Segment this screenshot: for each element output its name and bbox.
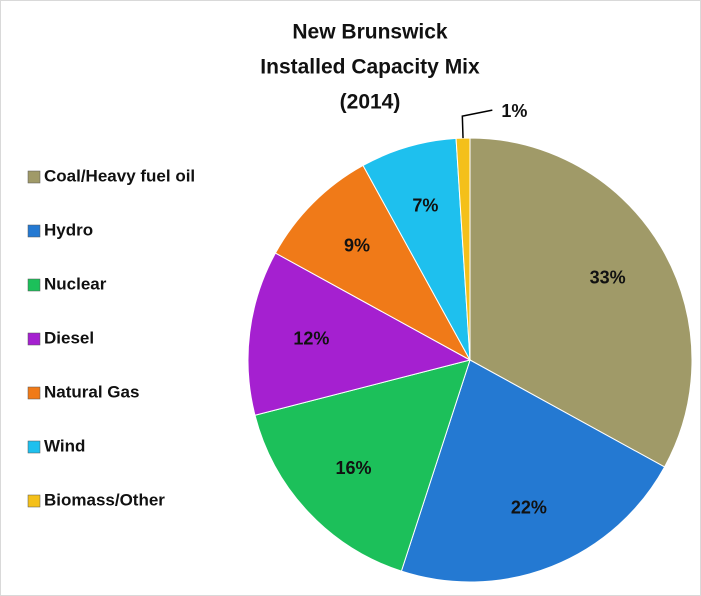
chart-title: New Brunswick — [292, 21, 448, 44]
chart-title: Installed Capacity Mix — [260, 56, 480, 79]
legend-label: Natural Gas — [44, 382, 139, 401]
pie-slice — [247, 252, 472, 416]
legend-swatch — [27, 386, 41, 400]
legend-label: Nuclear — [44, 274, 107, 293]
legend-label: Coal/Heavy fuel oil — [44, 166, 195, 185]
legend-swatch — [27, 332, 41, 346]
data-label: 22% — [511, 497, 547, 517]
data-label: 1% — [501, 101, 527, 121]
leader-line — [461, 109, 493, 139]
legend-swatch — [27, 494, 41, 508]
pie-slice — [469, 137, 693, 468]
data-label: 33% — [590, 267, 626, 287]
pie-slice — [254, 359, 471, 572]
data-label: 9% — [344, 236, 370, 256]
data-label: 16% — [335, 458, 371, 478]
legend-label: Wind — [44, 436, 85, 455]
data-label: 7% — [412, 195, 438, 215]
pie-slice — [274, 164, 472, 362]
legend-label: Diesel — [44, 328, 94, 347]
legend-swatch — [27, 170, 41, 184]
data-label: 12% — [293, 329, 329, 349]
legend-swatch — [27, 278, 41, 292]
legend-label: Hydro — [44, 220, 93, 239]
legend-swatch — [27, 440, 41, 454]
legend-swatch — [27, 224, 41, 238]
legend-label: Biomass/Other — [44, 490, 165, 509]
pie-slice — [400, 359, 666, 583]
chart-title: (2014) — [340, 91, 401, 114]
